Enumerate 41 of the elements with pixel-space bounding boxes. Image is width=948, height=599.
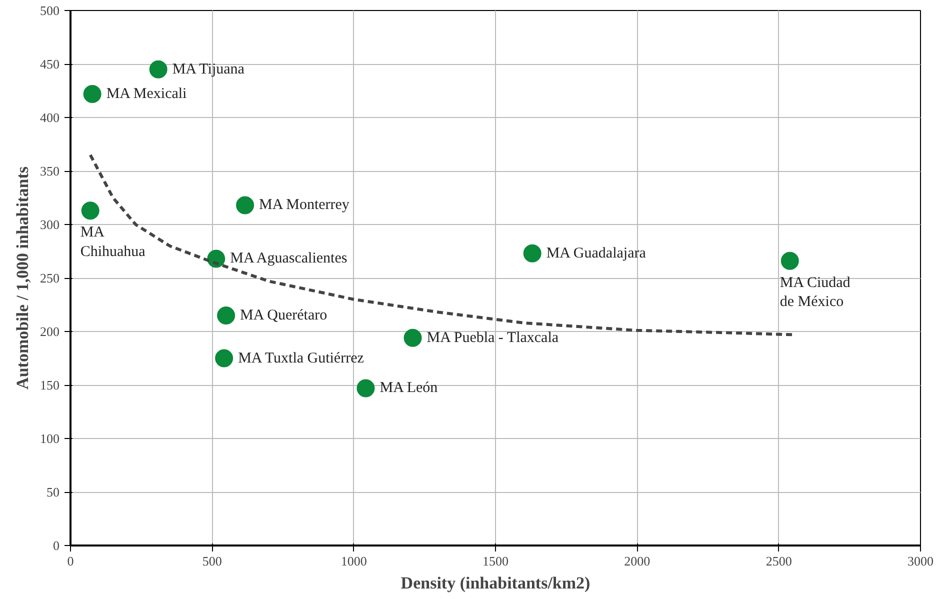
annotation: MA Mexicali: [106, 86, 187, 102]
point: [83, 84, 102, 103]
y-tick-label: 0: [53, 538, 60, 553]
y-tick-label: 450: [40, 56, 60, 72]
y-tick-label: 300: [40, 217, 60, 232]
annotation: MA León: [380, 380, 438, 396]
y-tick-label: 50: [46, 484, 60, 500]
annotation: MA Aguascalientes: [230, 250, 348, 267]
x-tick-label: 500: [202, 554, 222, 568]
annotation: MA Querétaro: [240, 307, 328, 324]
annotation: MA Ciudad de México: [780, 274, 851, 310]
y-tick-label: 150: [40, 378, 60, 392]
y-axis-title: Automobile / 1,000 inhabitants: [13, 166, 32, 390]
point: [523, 244, 542, 262]
point: [404, 328, 422, 347]
annotation: MA Puebla - Tlaxcala: [426, 330, 559, 346]
point: [81, 202, 100, 220]
y-tick-label: 200: [40, 324, 60, 339]
x-tick-label: 3000: [908, 554, 934, 568]
annotation: MA Monterrey: [259, 197, 350, 214]
x-tick-label: 1500: [482, 554, 508, 568]
annotation: MA Chihuahua: [80, 224, 146, 260]
point: [215, 349, 234, 368]
annotation: MA Tuxtla Gutiérrez: [238, 350, 364, 366]
x-tick-label: 1000: [340, 554, 367, 568]
point: [149, 60, 168, 78]
y-tick-label: 100: [40, 431, 60, 446]
y-tick-label: 250: [40, 270, 60, 286]
y-tick-label: 350: [40, 164, 60, 178]
x-tick-label: 2500: [766, 554, 792, 568]
point: [356, 379, 375, 398]
point: [217, 306, 236, 324]
annotation: MA Tijuana: [172, 61, 245, 78]
x-axis-title: Density (inhabitants/km2): [400, 574, 590, 592]
x-tick-label: 2000: [624, 554, 650, 568]
point: [236, 196, 254, 214]
point: [780, 252, 799, 270]
annotation: MA Guadalajara: [546, 245, 646, 262]
y-tick-label: 400: [40, 110, 60, 125]
y-tick-label: 500: [40, 3, 60, 18]
x-tick-label: 0: [67, 554, 74, 568]
